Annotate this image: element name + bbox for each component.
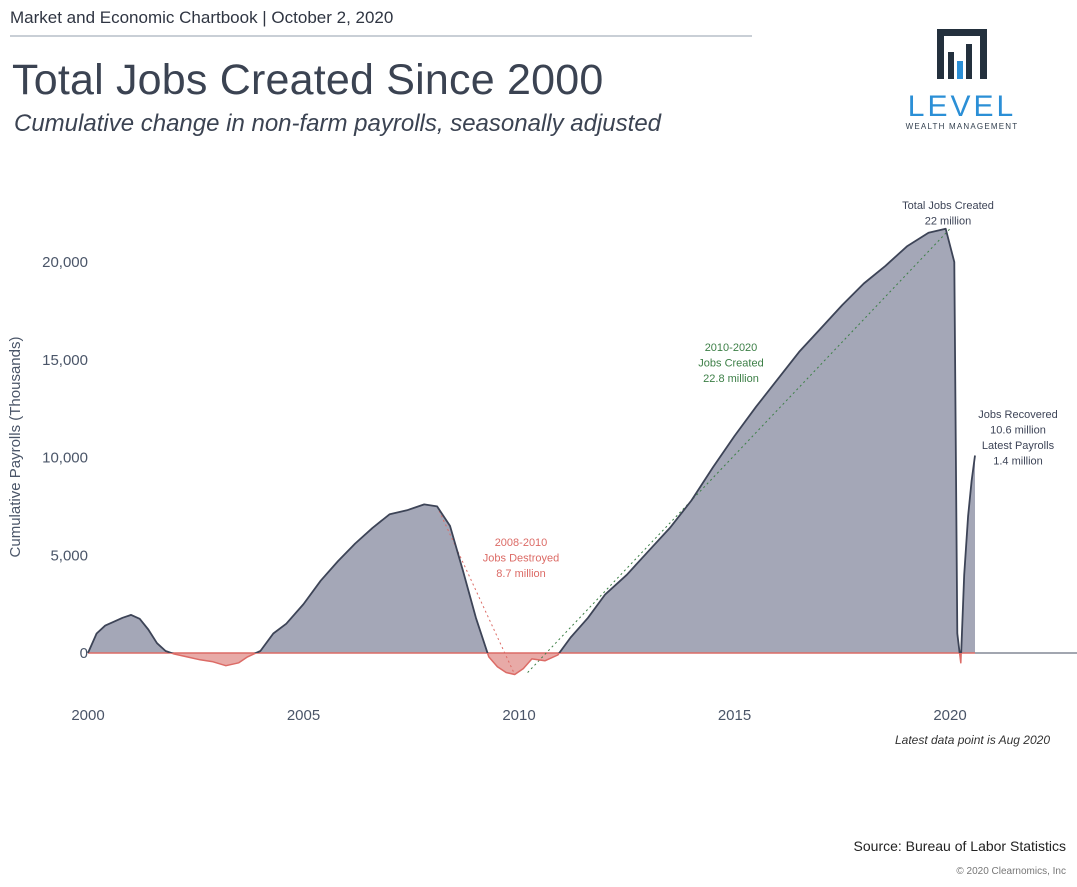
annotation-jobs-recovered: Jobs Recovered 10.6 million Latest Payroll… [978, 409, 1058, 468]
copyright-note: © 2020 Clearnomics, Inc [956, 866, 1066, 877]
annotation-total-jobs-line: Total Jobs Created [902, 200, 994, 212]
logo-name: LEVEL [907, 90, 1017, 123]
x-tick-label: 2005 [287, 707, 320, 724]
annotation-jobs-recovered-line: Latest Payrolls [982, 440, 1055, 452]
annotation-jobs-destroyed: 2008-2010 Jobs Destroyed 8.7 million [483, 537, 559, 580]
header-divider [10, 35, 752, 37]
level-logo: LEVEL WEALTH MANAGEMENT [898, 26, 1026, 134]
y-tick-label: 5,000 [50, 547, 88, 564]
y-tick-label: 15,000 [42, 352, 88, 369]
tick-labels-layer: 2000 2005 2010 2015 2020 0 5,000 10,000 15,000 20… [42, 254, 967, 724]
payrolls-line-negative [88, 653, 962, 676]
annotation-jobs-recovered-line: Jobs Recovered [978, 409, 1058, 421]
y-tick-label: 20,000 [42, 254, 88, 271]
annotation-jobs-created-line: 22.8 million [703, 373, 759, 385]
page-title: Total Jobs Created Since 2000 [12, 56, 604, 104]
annotation-total-jobs-line: 22 million [925, 216, 971, 228]
annotation-jobs-recovered-line: 1.4 million [993, 456, 1043, 468]
annotation-jobs-created-line: 2010-2020 [705, 342, 758, 354]
x-tick-label: 2020 [933, 707, 966, 724]
annotation-jobs-destroyed-line: 8.7 million [496, 568, 546, 580]
trend-lines-layer [436, 228, 951, 675]
payrolls-line [87, 227, 976, 653]
annotations-layer: Total Jobs Created 22 million 2010-2020 Job… [483, 200, 1058, 580]
page-subtitle: Cumulative change in non-farm payrolls, … [14, 110, 662, 137]
y-axis-label: Cumulative Payrolls (Thousands) [7, 337, 24, 558]
positive-jobs-area [88, 228, 975, 653]
latest-data-note: Latest data point is Aug 2020 [895, 733, 1050, 747]
annotation-jobs-created: 2010-2020 Jobs Created 22.8 million [698, 342, 763, 385]
x-tick-label: 2015 [718, 707, 751, 724]
positive-area-layer [88, 228, 975, 653]
annotation-jobs-destroyed-line: 2008-2010 [495, 537, 548, 549]
y-tick-label: 0 [80, 645, 88, 662]
jobs-created-trend-line [527, 228, 951, 673]
annotation-jobs-created-line: Jobs Created [698, 358, 763, 370]
logo-tagline: WEALTH MANAGEMENT [905, 122, 1019, 131]
source-note: Source: Bureau of Labor Statistics [853, 838, 1066, 854]
annotation-jobs-destroyed-line: Jobs Destroyed [483, 553, 559, 565]
negative-area-layer [88, 653, 975, 675]
jobs-destroyed-trend-line [436, 506, 516, 675]
annotation-jobs-recovered-line: 10.6 million [990, 425, 1046, 437]
x-tick-label: 2000 [71, 707, 104, 724]
level-logo-mark-icon [937, 29, 987, 79]
annotation-total-jobs: Total Jobs Created 22 million [902, 200, 994, 228]
chartbook-header: Market and Economic Chartbook | October … [10, 8, 394, 27]
negative-jobs-area [88, 653, 975, 675]
y-tick-label: 10,000 [42, 450, 88, 467]
series-line-layer [87, 227, 976, 676]
x-tick-label: 2010 [502, 707, 535, 724]
